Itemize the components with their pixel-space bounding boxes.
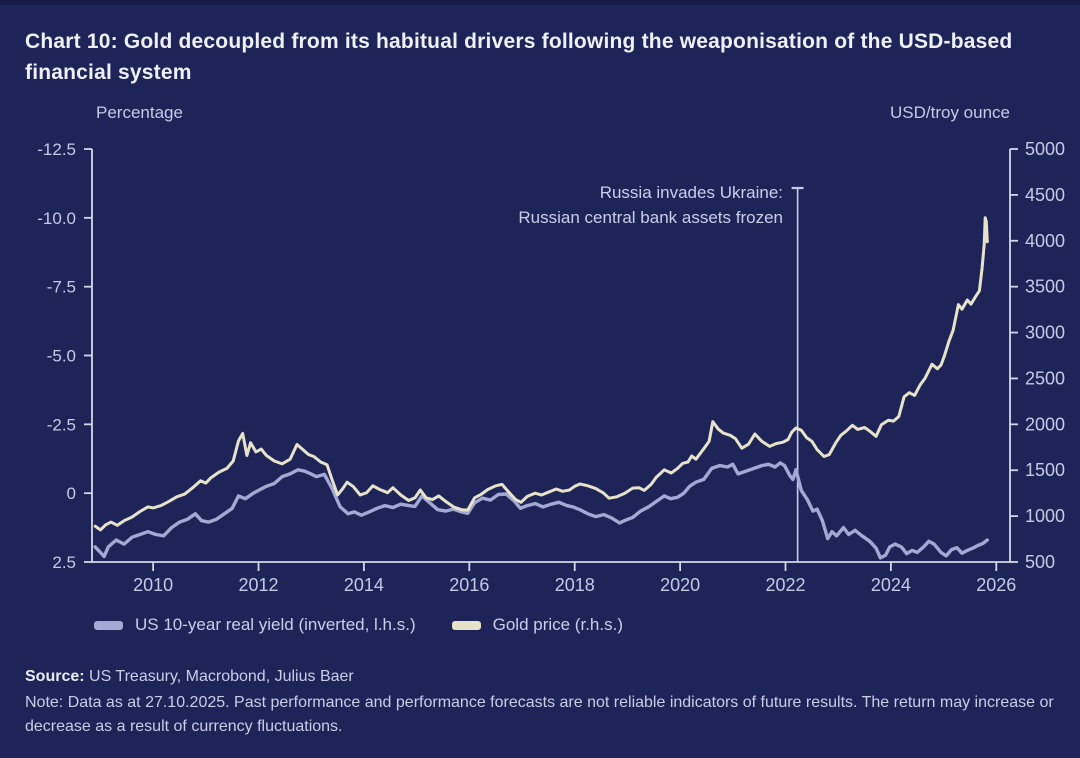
y-right-tick-label: 5000: [1025, 139, 1065, 159]
y-left-tick-label: -5.0: [47, 347, 76, 366]
y-right-tick-label: 3500: [1025, 277, 1065, 297]
note-text: Note: Data as at 27.10.2025. Past perfor…: [25, 694, 1054, 735]
chart-title: Chart 10: Gold decoupled from its habitu…: [25, 30, 1013, 85]
annotation-line-2: Russian central bank assets frozen: [518, 208, 783, 227]
left-axis-title: Percentage: [96, 103, 183, 122]
y-right-tick-label: 4000: [1025, 231, 1065, 251]
right-axis-title: USD/troy ounce: [890, 103, 1010, 122]
source-text: US Treasury, Macrobond, Julius Baer: [89, 668, 354, 685]
legend: US 10-year real yield (inverted, l.h.s.)…: [94, 615, 623, 635]
y-right-tick-label: 500: [1025, 552, 1055, 572]
x-tick-label: 2024: [871, 575, 911, 595]
x-tick-label: 2010: [133, 575, 173, 595]
y-right-tick-label: 2500: [1025, 368, 1065, 388]
y-left-tick-label: -2.5: [47, 415, 76, 434]
y-left-tick-label: -7.5: [47, 278, 76, 297]
legend-item-real-yield: US 10-year real yield (inverted, l.h.s.): [94, 615, 416, 635]
y-right-tick-label: 3000: [1025, 323, 1065, 343]
x-tick-label: 2012: [239, 575, 279, 595]
y-right-tick-label: 4500: [1025, 185, 1065, 205]
footer: Source: US Treasury, Macrobond, Julius B…: [25, 665, 1065, 739]
y-right-tick-label: 1500: [1025, 460, 1065, 480]
x-tick-label: 2014: [344, 575, 384, 595]
y-left-tick-label: -12.5: [37, 140, 76, 159]
real-yield-swatch: [94, 620, 123, 630]
x-tick-label: 2022: [765, 575, 805, 595]
annotation-line-1: Russia invades Ukraine:: [599, 183, 783, 202]
y-left-tick-label: 2.5: [52, 553, 76, 572]
top-edge-strip: [0, 0, 1080, 5]
source-line: Source: US Treasury, Macrobond, Julius B…: [25, 665, 1065, 688]
y-right-tick-label: 1000: [1025, 506, 1065, 526]
x-tick-label: 2026: [976, 575, 1016, 595]
real-yield-line: [93, 461, 989, 560]
gold-price-swatch: [451, 620, 481, 630]
event-annotation: Russia invades Ukraine: Russian central …: [300, 180, 783, 230]
y-right-tick-label: 2000: [1025, 414, 1065, 434]
x-tick-label: 2020: [660, 575, 700, 595]
gold-price-line: [93, 216, 989, 532]
legend-item-gold-price: Gold price (r.h.s.): [451, 615, 623, 635]
x-tick-label: 2016: [449, 575, 489, 595]
y-left-tick-label: -10.0: [37, 209, 76, 228]
y-left-tick-label: 0: [67, 484, 76, 503]
source-label: Source:: [25, 668, 85, 685]
x-tick-label: 2018: [555, 575, 595, 595]
real-yield-label: US 10-year real yield (inverted, l.h.s.): [135, 615, 416, 634]
gold-price-label: Gold price (r.h.s.): [492, 615, 623, 634]
